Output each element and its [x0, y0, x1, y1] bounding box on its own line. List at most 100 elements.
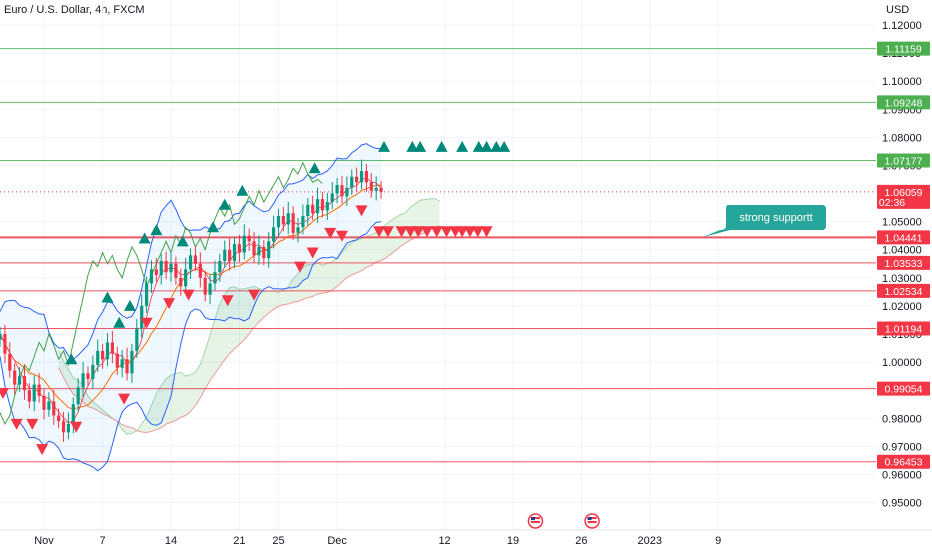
price-axis-tick: 0.96000 [882, 469, 922, 481]
candle-body [276, 216, 281, 228]
candle-body [340, 185, 344, 197]
candle-body [306, 204, 310, 217]
bollinger-lower [0, 221, 382, 472]
candle-body [208, 283, 212, 295]
level-badge-label: 1.07177 [885, 156, 923, 168]
candle-body [330, 193, 334, 202]
candle-body [335, 185, 339, 194]
candle-body [169, 263, 173, 273]
candle-body [91, 364, 95, 379]
price-axis-tick: 0.98000 [882, 413, 922, 425]
buy-signal-marker [65, 353, 78, 365]
candle-body [125, 359, 129, 374]
candle-body [17, 376, 22, 385]
level-badge [877, 255, 930, 270]
countdown-label: 02:36 [879, 197, 905, 209]
sell-signal-marker [430, 226, 443, 238]
flag-stripe [587, 517, 597, 519]
annotation-text: strong supportt [739, 212, 812, 224]
price-axis-tick: 1.00000 [882, 357, 922, 369]
price-axis-tick: 1.05000 [882, 217, 922, 229]
candle-body [144, 283, 149, 306]
level-badge-label: 1.01194 [885, 324, 922, 336]
sell-signal-marker [293, 261, 306, 273]
sell-signal-marker [248, 289, 261, 301]
candle-body [271, 227, 276, 242]
candle-body [61, 421, 66, 433]
buy-signal-marker [490, 140, 503, 152]
candle-body [81, 373, 85, 388]
candle-body [47, 401, 51, 410]
price-axis-tick: 1.12000 [882, 20, 922, 32]
candle-body [247, 235, 251, 242]
candle-body [13, 370, 17, 385]
candle-body [311, 204, 315, 214]
candle-body [188, 255, 193, 270]
candle-body [213, 272, 217, 284]
candle-body [159, 260, 163, 276]
candle-body [355, 176, 359, 183]
us-event-flag-icon[interactable] [527, 513, 544, 529]
candle-body [66, 423, 71, 433]
bollinger-fill [0, 143, 382, 471]
date-axis-tick: 19 [507, 535, 519, 547]
us-event-flag-icon[interactable] [584, 513, 600, 529]
candle-body [184, 269, 188, 287]
candle-body [140, 305, 144, 329]
current-price-label: 1.06059 [885, 187, 923, 199]
sell-signal-marker [355, 205, 368, 217]
candle-body [252, 241, 256, 256]
candle-body [8, 353, 12, 371]
candle-body [110, 342, 114, 354]
annotation-callout [702, 205, 826, 238]
candle-body [32, 384, 36, 402]
date-axis-tick: 2023 [637, 535, 661, 547]
buy-signal-marker [498, 140, 511, 152]
candle-body [0, 334, 2, 340]
cloud-span-b [58, 225, 440, 434]
candle-body [345, 187, 349, 197]
level-badge-label: 1.03533 [885, 258, 923, 270]
sell-signal-marker [480, 226, 493, 238]
candle-body [325, 201, 329, 211]
sell-signal-marker [163, 298, 176, 310]
candle-body [193, 255, 198, 264]
price-axis-tick: 0.97000 [882, 441, 922, 453]
date-axis-tick: 25 [272, 535, 284, 547]
sell-signal-marker [456, 226, 469, 238]
flag-canton [587, 517, 592, 520]
buy-signal-marker [480, 140, 493, 152]
level-badge [877, 454, 930, 469]
candle-body [218, 260, 222, 273]
candle-body [228, 249, 232, 261]
price-axis-tick: 1.08000 [882, 132, 922, 144]
flag-stripe [530, 521, 540, 523]
candle-body [86, 373, 90, 379]
level-badge-label: 1.09248 [885, 97, 923, 109]
candle-body [350, 176, 354, 188]
candle-body [203, 277, 207, 295]
buy-signal-marker [456, 140, 469, 152]
buy-signal-marker [472, 140, 485, 152]
price-axis-tick: 1.03000 [882, 273, 922, 285]
candle-body [262, 246, 266, 259]
candle-body [154, 269, 158, 276]
date-axis-tick: 14 [165, 535, 177, 547]
level-badge-label: 0.99054 [885, 384, 923, 396]
candle-body [223, 249, 227, 261]
candle-body [374, 187, 378, 191]
candle-body [115, 353, 119, 368]
date-axis-tick: Nov [34, 535, 54, 547]
buy-signal-marker [113, 316, 126, 328]
sell-signal-marker [182, 289, 195, 301]
candle-body [174, 263, 178, 278]
sell-signal-marker [221, 295, 234, 307]
lagging-span [0, 161, 323, 426]
sell-signal-marker [381, 226, 394, 238]
level-badge [877, 321, 930, 336]
candle-body [179, 277, 183, 287]
candle-body [315, 199, 320, 214]
date-axis-tick: 26 [575, 535, 587, 547]
candle-body [296, 227, 300, 233]
